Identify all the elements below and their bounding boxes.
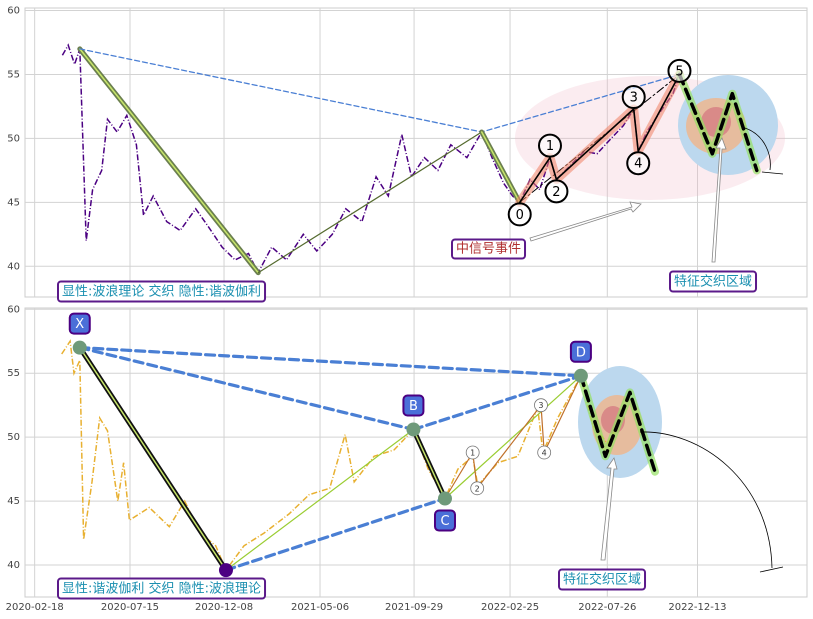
x-tick-label: 2022-12-13	[668, 602, 726, 613]
arrow	[600, 457, 618, 561]
y-tick-label: 50	[7, 133, 20, 144]
plot-area	[24, 307, 808, 598]
y-tick-label: 60	[7, 304, 20, 315]
leg	[444, 375, 582, 500]
y-tick-label: 45	[7, 496, 20, 507]
x-tick-label: 2021-09-29	[385, 602, 443, 613]
pivot-dot	[218, 563, 233, 578]
leg	[411, 374, 583, 432]
notes: 显性:波浪理论 交织 隐性:谐波伽利 中信号事件 特征交织区域 显性:谐波伽利 …	[57, 238, 758, 600]
y-tick-label: 50	[7, 432, 20, 443]
pivot-dot	[573, 368, 588, 383]
leg	[677, 72, 759, 173]
note: 特征交织区域	[674, 274, 752, 290]
y-tick-label: 55	[7, 69, 20, 80]
leg-highlight	[412, 428, 446, 500]
wave-marker	[537, 445, 552, 460]
wave-label: 3	[630, 91, 638, 106]
pivot-label: X	[75, 317, 84, 332]
wave-marker	[621, 85, 646, 110]
wave-marker	[507, 202, 532, 227]
leg-highlight	[79, 48, 259, 274]
note: 显性:谐波伽利 交织 隐性:波浪理论	[62, 581, 261, 597]
wave-label: 1	[470, 449, 475, 458]
note-box	[451, 238, 527, 260]
leg	[518, 73, 681, 204]
leg	[78, 346, 583, 378]
wave-label: 5	[675, 64, 683, 79]
wave-marker	[626, 151, 651, 176]
note: 显性:波浪理论 交织 隐性:谐波伽利	[62, 284, 261, 300]
leg	[225, 428, 414, 571]
arc	[639, 431, 773, 569]
wave-label: 2	[552, 185, 560, 200]
pivot-box	[68, 312, 91, 335]
plot-area	[24, 7, 808, 298]
y-tick-label: 60	[7, 6, 20, 17]
wave-marker	[544, 179, 569, 204]
leg-highlight	[79, 346, 227, 571]
arrow	[529, 201, 642, 242]
x-tick-label: 2021-05-06	[291, 602, 349, 613]
y-tick-label: 55	[7, 368, 20, 379]
note-box	[57, 577, 267, 600]
arc-tick	[761, 171, 784, 175]
note-box	[669, 270, 758, 293]
arrows	[529, 127, 784, 573]
wave-marker	[465, 445, 480, 460]
note: 特征交织区域	[563, 572, 641, 588]
note-box	[558, 568, 647, 591]
pivot-dot	[406, 422, 421, 437]
wave-marker	[667, 58, 692, 83]
y-tick-label: 40	[7, 261, 20, 272]
note-box	[57, 280, 267, 303]
pivot-dot	[437, 491, 452, 506]
wave-label: 4	[542, 449, 547, 458]
wave-marker	[534, 398, 548, 413]
pivot-label: C	[440, 514, 449, 529]
wave-label: 2	[475, 484, 480, 493]
wave-label: 4	[634, 157, 642, 172]
pivot-box	[569, 340, 592, 363]
x-tick-label: 2022-07-26	[578, 602, 636, 613]
arc-tick	[759, 566, 784, 573]
leg	[257, 131, 483, 274]
pivot-label: B	[409, 399, 418, 414]
y-tick-label: 40	[7, 560, 20, 571]
arc	[744, 127, 771, 171]
leg-highlight	[480, 131, 521, 204]
price-line	[61, 339, 623, 572]
wave-label: 0	[516, 208, 524, 223]
wave-marker	[470, 481, 485, 496]
y-tick-label: 45	[7, 197, 20, 208]
wave-label: 3	[538, 401, 543, 410]
pivot-box	[433, 509, 456, 532]
leg	[444, 375, 582, 500]
wave-marker	[537, 133, 562, 158]
leg	[78, 346, 415, 432]
x-tick-label: 2020-02-18	[6, 602, 64, 613]
x-tick-label: 2022-02-25	[481, 602, 539, 613]
arrow	[711, 137, 727, 263]
pivot-box	[402, 394, 425, 417]
x-tick-label: 2020-07-15	[101, 602, 159, 613]
note: 中信号事件	[456, 242, 521, 257]
leg	[224, 496, 447, 572]
wave-label: 1	[546, 139, 554, 154]
pivot-label: D	[576, 345, 586, 360]
x-tick-label: 2020-12-08	[195, 602, 253, 613]
marks: 0 1 2 3 4 5 X B C D 1 2 3 4	[61, 43, 761, 578]
pivot-dot	[72, 340, 87, 355]
